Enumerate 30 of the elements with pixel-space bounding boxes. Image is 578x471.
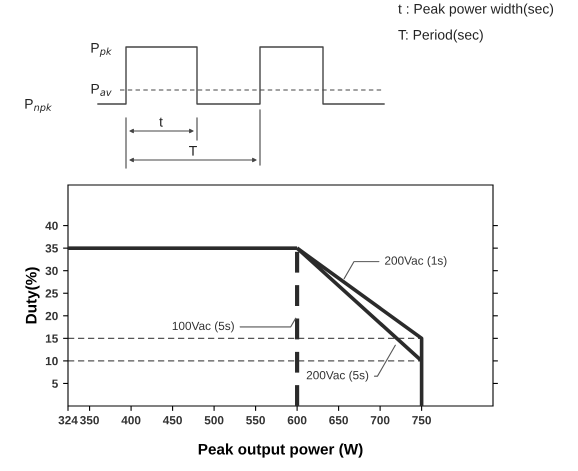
y-tick-label: 20: [46, 312, 58, 320]
text: P$_{pk}$: [91, 43, 112, 57]
y-tick-label: 35: [45, 244, 58, 253]
x-tick-label: 350: [80, 416, 99, 424]
text: P$_{av}$: [92, 84, 112, 96]
annotation: 100Vac (5s): [172, 321, 234, 332]
x-tick-label: 324: [58, 416, 78, 424]
y-tick-label: 30: [45, 266, 58, 276]
x-axis-title: Peak output power (W): [198, 443, 362, 458]
x-tick-label: 500: [204, 416, 224, 424]
text: t: [159, 118, 163, 127]
annotation: 200Vac (5s): [306, 370, 368, 382]
text: t : Peak power width(sec): [398, 4, 554, 16]
y-tick-label: 5: [52, 380, 58, 388]
y-tick-label: 40: [45, 222, 58, 230]
x-tick-label: 450: [162, 416, 182, 424]
y-tick-label: 10: [46, 356, 58, 366]
text: T: Period(sec): [398, 30, 483, 42]
x-tick-label: 700: [370, 416, 390, 424]
y-tick-label: 25: [46, 289, 58, 298]
text: P$_{npk}$: [25, 99, 52, 113]
y-axis-title: Duty(%): [25, 267, 40, 324]
x-tick-label: 550: [246, 416, 265, 424]
x-tick-label: 400: [121, 416, 140, 424]
y-tick-label: 15: [46, 334, 58, 343]
annotation: 200Vac (1s): [385, 256, 446, 268]
text: T: [189, 146, 197, 156]
x-tick-label: 650: [329, 416, 348, 424]
x-tick-label: 600: [288, 416, 306, 424]
x-tick-label: 750: [412, 416, 431, 424]
